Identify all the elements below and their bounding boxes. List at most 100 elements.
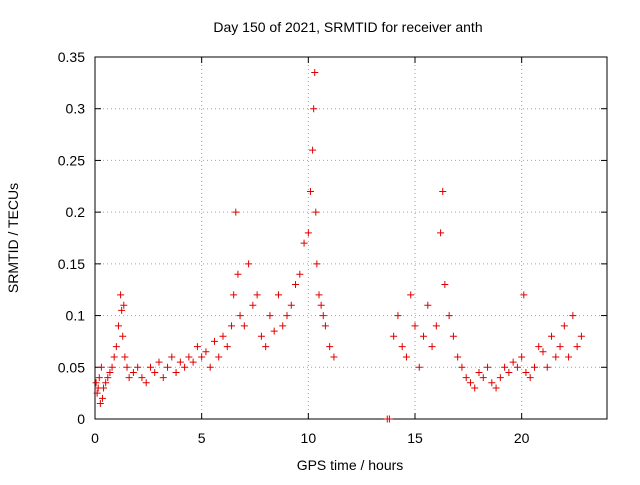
data-point — [304, 229, 312, 237]
data-point — [522, 368, 530, 376]
data-point — [181, 363, 189, 371]
data-point — [123, 363, 131, 371]
data-point — [556, 343, 564, 351]
data-point — [117, 291, 125, 299]
data-point — [118, 306, 126, 314]
y-tick-label: 0.2 — [66, 204, 86, 220]
data-point — [548, 332, 556, 340]
data-point — [526, 374, 534, 382]
data-point — [509, 358, 517, 366]
data-point — [398, 343, 406, 351]
data-point — [326, 343, 334, 351]
data-point — [292, 281, 300, 289]
data-point — [125, 374, 133, 382]
data-point — [306, 187, 314, 195]
data-point — [484, 363, 492, 371]
data-point — [287, 301, 295, 309]
data-point — [310, 105, 318, 113]
y-tick-label: 0.35 — [58, 49, 85, 65]
data-point — [394, 312, 402, 320]
data-point — [296, 270, 304, 278]
data-point — [577, 332, 585, 340]
data-point — [300, 239, 308, 247]
data-point — [445, 312, 453, 320]
data-point — [223, 343, 231, 351]
data-point — [270, 327, 278, 335]
data-point — [172, 368, 180, 376]
axis-ticks: 0 0.05 0.1 0.15 0.2 0.25 0.3 0.35 0 5 10 15 20 — [58, 49, 607, 446]
data-point — [249, 301, 257, 309]
data-point — [95, 374, 103, 382]
data-point — [129, 368, 137, 376]
data-point — [424, 301, 432, 309]
x-tick-label: 5 — [198, 430, 206, 446]
data-point — [501, 363, 509, 371]
data-point — [535, 343, 543, 351]
data-point — [319, 312, 327, 320]
data-point — [232, 208, 240, 216]
data-point — [385, 415, 393, 423]
data-point — [390, 332, 398, 340]
data-point — [539, 348, 547, 356]
data-point — [454, 353, 462, 361]
data-point — [121, 353, 129, 361]
data-point — [219, 332, 227, 340]
data-point — [428, 343, 436, 351]
data-point — [193, 343, 201, 351]
data-point — [458, 363, 466, 371]
data-point — [245, 260, 253, 268]
data-point — [93, 389, 101, 397]
data-point — [108, 363, 116, 371]
y-tick-label: 0.1 — [66, 308, 86, 324]
data-point — [573, 343, 581, 351]
data-point — [569, 312, 577, 320]
data-point — [142, 379, 150, 387]
data-point — [330, 353, 338, 361]
data-point — [240, 322, 248, 330]
data-point — [560, 322, 568, 330]
data-point — [283, 312, 291, 320]
data-point — [407, 291, 415, 299]
data-point — [462, 374, 470, 382]
data-point — [189, 358, 197, 366]
data-point — [138, 374, 146, 382]
x-axis-label: GPS time / hours — [297, 457, 404, 473]
data-point — [313, 260, 321, 268]
data-point — [488, 379, 496, 387]
data-point — [100, 384, 108, 392]
plot-frame — [94, 56, 608, 420]
data-point — [198, 353, 206, 361]
data-point — [441, 281, 449, 289]
data-point — [479, 374, 487, 382]
data-points — [92, 69, 585, 423]
data-point — [102, 379, 110, 387]
chart-title: Day 150 of 2021, SRMTID for receiver ant… — [213, 19, 482, 35]
data-point — [317, 301, 325, 309]
data-point — [120, 301, 128, 309]
data-point — [411, 322, 419, 330]
data-point — [402, 353, 410, 361]
x-tick-label: 0 — [91, 430, 99, 446]
data-point — [543, 363, 551, 371]
data-point — [513, 363, 521, 371]
x-tick-label: 20 — [514, 430, 530, 446]
y-tick-label: 0.25 — [58, 152, 85, 168]
data-point — [552, 353, 560, 361]
data-point — [262, 343, 270, 351]
data-point — [439, 187, 447, 195]
data-point — [437, 229, 445, 237]
data-point — [210, 337, 218, 345]
data-point — [176, 358, 184, 366]
data-point — [520, 291, 528, 299]
data-point — [505, 368, 513, 376]
data-point — [530, 363, 538, 371]
grid-lines — [95, 57, 607, 419]
data-point — [92, 379, 100, 387]
data-point — [309, 146, 317, 154]
data-point — [312, 208, 320, 216]
data-point — [228, 322, 236, 330]
y-tick-label: 0.3 — [66, 101, 86, 117]
y-axis-label: SRMTID / TECUs — [5, 183, 21, 293]
